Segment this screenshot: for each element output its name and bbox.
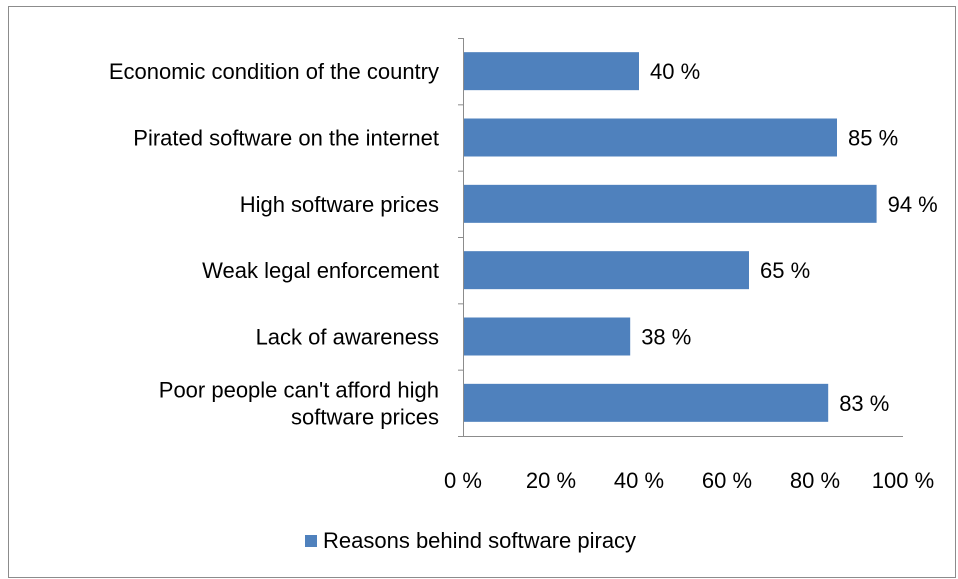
x-tick-label: 60 % xyxy=(702,468,752,493)
data-label: 38 % xyxy=(641,325,691,350)
category-label: Economic condition of the country xyxy=(109,59,439,84)
category-label: software prices xyxy=(291,404,439,429)
x-tick-label: 20 % xyxy=(526,468,576,493)
legend-swatch xyxy=(305,535,317,547)
legend-label: Reasons behind software piracy xyxy=(323,528,637,553)
category-label: Lack of awareness xyxy=(256,325,439,350)
x-tick-label: 40 % xyxy=(614,468,664,493)
bar xyxy=(463,118,837,157)
category-label: High software prices xyxy=(240,192,439,217)
bar xyxy=(463,184,877,223)
category-label: Weak legal enforcement xyxy=(202,258,439,283)
legend: Reasons behind software piracy xyxy=(305,528,636,554)
category-label: Poor people can't afford high xyxy=(159,377,439,402)
bar xyxy=(463,52,639,91)
data-label: 83 % xyxy=(839,391,889,416)
bar xyxy=(463,317,631,356)
data-label: 40 % xyxy=(650,59,700,84)
bar xyxy=(463,251,749,290)
data-label: 85 % xyxy=(848,126,898,151)
chart-frame xyxy=(8,6,956,578)
category-label: Pirated software on the internet xyxy=(133,126,439,151)
bar xyxy=(463,383,829,422)
data-label: 94 % xyxy=(888,192,938,217)
x-tick-label: 100 % xyxy=(872,468,934,493)
x-tick-label: 80 % xyxy=(790,468,840,493)
x-tick-label: 0 % xyxy=(444,468,482,493)
data-label: 65 % xyxy=(760,258,810,283)
